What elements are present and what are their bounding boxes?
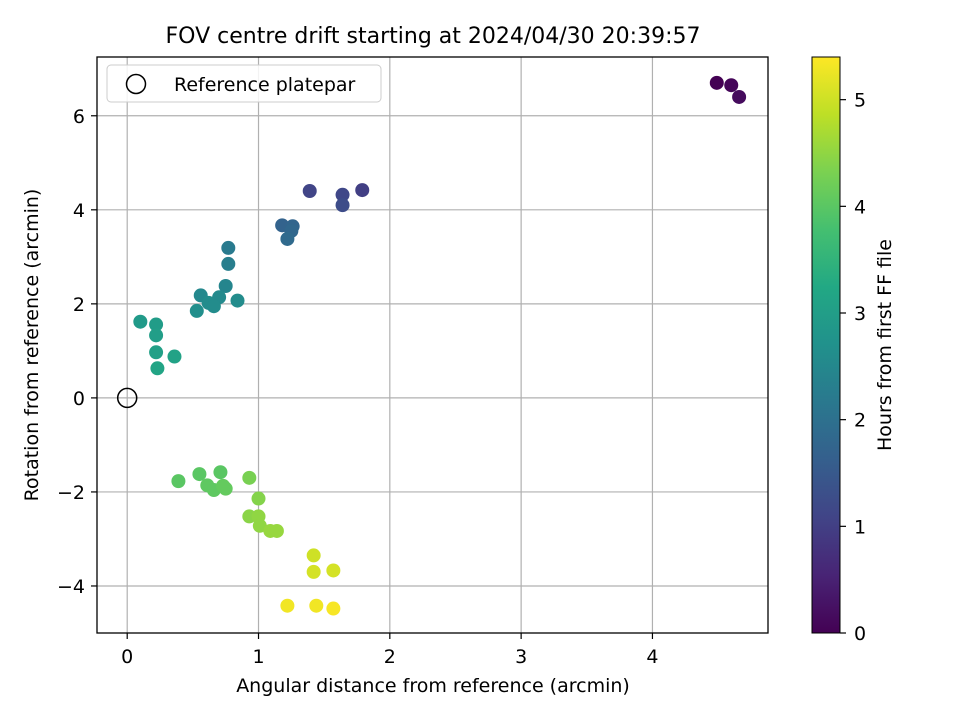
colorbar-tick-label: 4 [854, 196, 866, 218]
legend: Reference platepar [106, 64, 382, 103]
data-point [252, 518, 267, 533]
y-tick-label: 2 [73, 294, 85, 316]
colorbar: 0 1 2 3 4 5 Hours from first FF file [811, 56, 896, 645]
colorbar-tick-label: 5 [854, 90, 866, 112]
data-point [216, 478, 231, 493]
data-point [150, 361, 165, 376]
data-point [242, 470, 257, 485]
data-point [230, 293, 245, 308]
data-point [306, 548, 321, 563]
data-point [251, 491, 266, 506]
data-point [280, 598, 295, 613]
y-tick-label: 0 [73, 388, 85, 410]
legend-label-reference: Reference platepar [174, 74, 356, 96]
data-point [221, 256, 236, 271]
data-point [149, 317, 164, 332]
data-point [133, 314, 148, 329]
y-axis-label: Rotation from reference (arcmin) [21, 189, 43, 502]
data-point [269, 523, 284, 538]
data-point [724, 78, 739, 93]
data-point [149, 345, 164, 360]
colorbar-tick-label: 2 [854, 410, 866, 432]
data-point [221, 240, 236, 255]
data-point [335, 198, 350, 213]
colorbar-frame [811, 56, 841, 634]
colorbar-tick-label: 0 [854, 623, 866, 645]
data-point [326, 563, 341, 578]
grid-lines [97, 57, 768, 633]
chart-title: FOV centre drift starting at 2024/04/30 … [166, 24, 701, 49]
data-point [326, 601, 341, 616]
data-point [206, 299, 221, 314]
data-point [335, 187, 350, 202]
data-point [167, 349, 182, 364]
colorbar-ticks: 0 1 2 3 4 5 [840, 90, 866, 645]
colorbar-gradient [812, 57, 840, 633]
x-tick-label: 1 [252, 646, 264, 668]
x-tick-label: 4 [646, 646, 658, 668]
x-tick-label: 3 [515, 646, 527, 668]
data-point [171, 474, 186, 489]
x-tick-label: 0 [121, 646, 133, 668]
reference-platepar-marker [116, 387, 138, 409]
legend-box [106, 64, 382, 103]
data-point [280, 231, 295, 246]
data-point [149, 328, 164, 343]
data-point [189, 303, 204, 318]
x-axis-label: Angular distance from reference (arcmin) [236, 675, 630, 697]
data-point [306, 564, 321, 579]
y-tick-label: −4 [57, 576, 85, 598]
colorbar-label: Hours from first FF file [874, 239, 896, 451]
data-points [116, 75, 747, 616]
plot-frame [96, 56, 769, 634]
data-point [192, 467, 207, 482]
x-tick-label: 2 [384, 646, 396, 668]
data-point [213, 465, 228, 480]
data-point [302, 184, 317, 199]
colorbar-tick-label: 1 [854, 516, 866, 538]
data-point [355, 183, 370, 198]
data-point [732, 89, 747, 104]
y-tick-label: 6 [73, 106, 85, 128]
data-point [709, 75, 724, 90]
data-point [218, 278, 233, 293]
colorbar-tick-label: 3 [854, 303, 866, 325]
y-tick-label: −2 [57, 482, 85, 504]
axes: 0 1 2 3 4 −4 −2 0 2 4 6 [57, 106, 659, 668]
legend-marker-reference [125, 73, 147, 95]
y-tick-label: 4 [73, 200, 85, 222]
data-point [309, 598, 324, 613]
